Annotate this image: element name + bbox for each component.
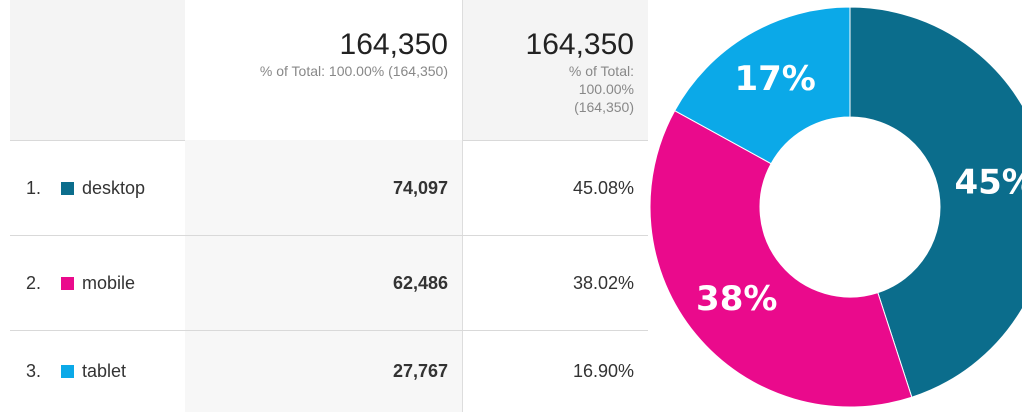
legend-swatch (61, 365, 75, 378)
sessions-cell: 27,767 (185, 331, 462, 412)
percent-cell: 38.02% (462, 236, 648, 331)
donut-slice (849, 6, 1022, 398)
donut-slice (649, 109, 913, 408)
header-blank (10, 0, 185, 140)
dimension-cell: 1. desktop (10, 140, 185, 236)
legend-swatch (61, 277, 75, 290)
donut-slice (674, 6, 851, 165)
total-value: 164,350 (339, 28, 448, 61)
total-note: % of Total: 100.00% (164,350) (259, 63, 448, 79)
legend-swatch (61, 182, 75, 195)
donut-chart: 45% 38% 17% (649, 6, 1022, 408)
total-note: 100.00% (578, 81, 634, 97)
sessions-cell: 74,097 (185, 140, 462, 236)
percent-cell: 45.08% (462, 140, 648, 236)
row-divider (10, 235, 648, 236)
dimension-cell: 2. mobile (10, 236, 185, 331)
row-number: 2. (26, 273, 42, 293)
device-label[interactable]: tablet (82, 361, 127, 381)
percent-cell: 16.90% (462, 331, 648, 412)
header-percent: 164,350 % of Total: 100.00% (164,350) (462, 0, 648, 140)
slice-label: 45% (954, 163, 1022, 203)
data-table: 164,350 % of Total: 100.00% (164,350) 16… (10, 0, 648, 412)
slice-label: 38% (696, 279, 777, 319)
device-label[interactable]: mobile (82, 273, 136, 293)
device-label[interactable]: desktop (82, 178, 146, 198)
total-note: % of Total: (568, 63, 634, 79)
row-number: 3. (26, 361, 42, 381)
dimension-cell: 3. tablet (10, 331, 185, 412)
header-sessions: 164,350 % of Total: 100.00% (164,350) (185, 0, 462, 140)
row-divider (10, 330, 648, 331)
row-number: 1. (26, 178, 42, 198)
total-note: (164,350) (574, 99, 634, 115)
sessions-cell: 62,486 (185, 236, 462, 331)
slice-label: 17% (734, 59, 815, 99)
total-value: 164,350 (525, 28, 634, 61)
